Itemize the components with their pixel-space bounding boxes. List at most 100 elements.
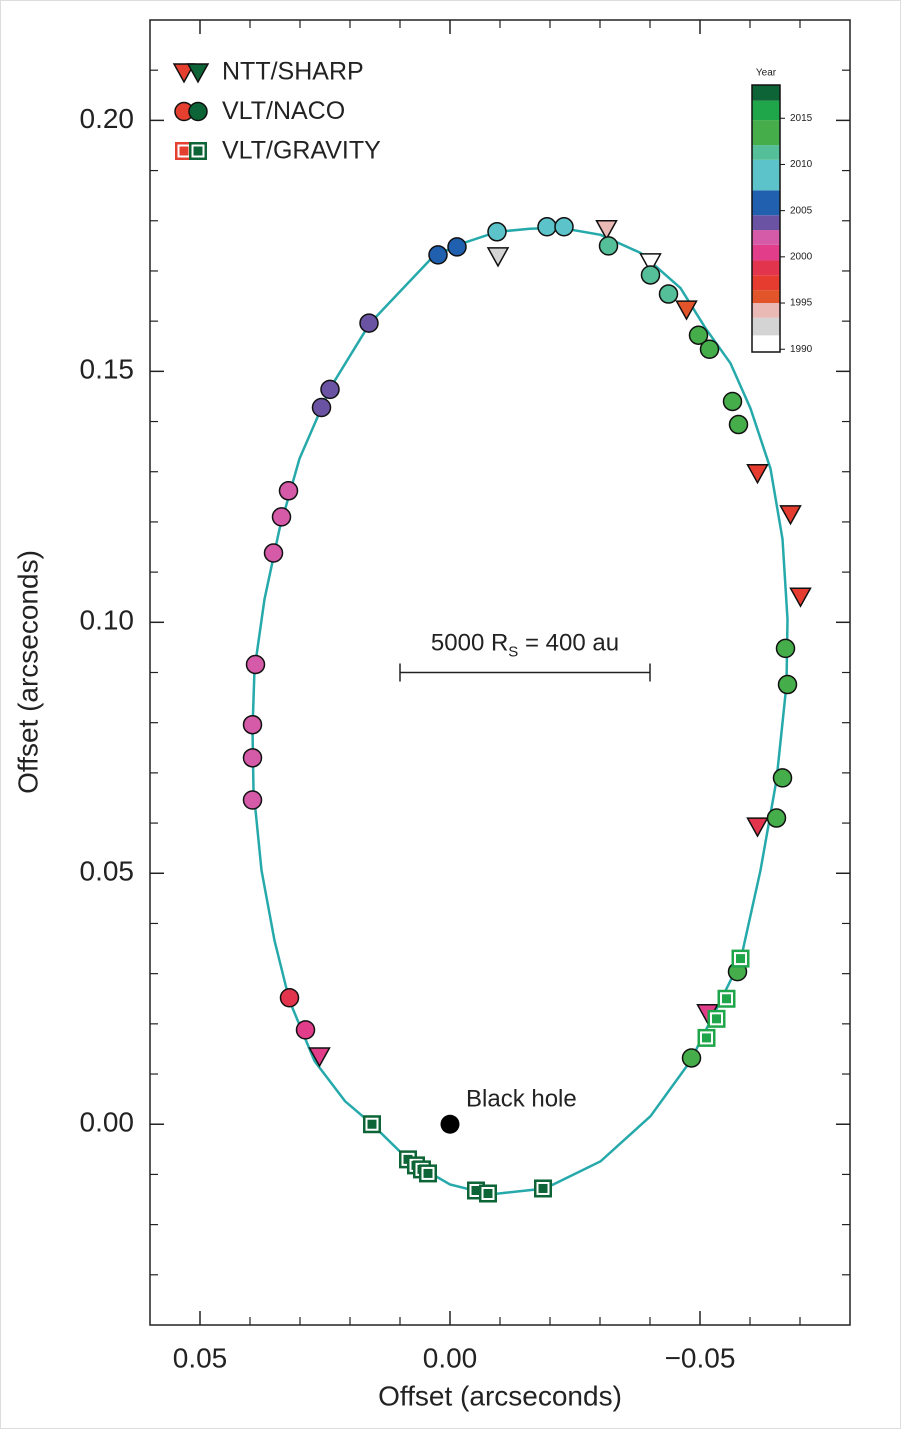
point [486, 247, 510, 268]
point [308, 1047, 331, 1068]
scale-bar-label-part: 5000 R [431, 630, 508, 657]
square-inner [177, 144, 191, 158]
y-tick-label: 0.10 [80, 605, 135, 636]
point [487, 222, 507, 242]
point [242, 790, 263, 810]
colorbar-band [752, 120, 780, 146]
point [363, 1115, 381, 1134]
point [311, 397, 332, 418]
point [722, 391, 743, 412]
point [688, 325, 709, 345]
square-inner [536, 1181, 550, 1195]
point [731, 949, 750, 968]
x-tick-label: 0.00 [423, 1342, 478, 1373]
point [278, 481, 299, 501]
colorbar-title: Year [756, 68, 777, 79]
colorbar-tick-label: 2005 [790, 205, 813, 216]
point [595, 220, 618, 241]
point [295, 1020, 316, 1040]
colorbar-tick-label: 1995 [790, 298, 813, 309]
point [746, 817, 769, 838]
colorbar-band [752, 85, 780, 101]
point [707, 1009, 726, 1028]
point [279, 987, 300, 1008]
scale-bar-label-part: = 400 au [518, 630, 619, 657]
point [699, 339, 720, 360]
y-tick-label: 0.05 [80, 856, 135, 887]
point [189, 142, 207, 160]
black-hole [440, 1114, 460, 1134]
point [779, 505, 802, 526]
orbit-line [251, 226, 789, 1196]
point [447, 237, 467, 257]
point [172, 63, 196, 84]
point [681, 1048, 702, 1068]
colorbar-band [752, 159, 780, 191]
point [428, 245, 448, 265]
square-inner [700, 1031, 713, 1045]
square-inner [191, 144, 205, 158]
point [271, 507, 292, 527]
point [419, 1164, 437, 1183]
point [242, 714, 263, 735]
colorbar-tick-label: 2000 [790, 251, 813, 262]
y-tick-label: 0.15 [80, 354, 135, 385]
point [320, 379, 340, 400]
point [728, 414, 749, 435]
point [534, 1179, 552, 1198]
colorbar-band [752, 303, 780, 318]
square-inner [734, 952, 747, 966]
square-inner [365, 1117, 379, 1131]
point [766, 808, 787, 828]
colorbar-tick-label: 2015 [790, 113, 813, 124]
x-tick-label: −0.05 [665, 1342, 736, 1373]
x-tick-label: 0.05 [173, 1342, 228, 1373]
square-inner [710, 1012, 723, 1026]
point [598, 236, 619, 256]
legend-label: NTT/SHARP [222, 58, 364, 86]
point [639, 253, 662, 274]
point [717, 989, 736, 1008]
point [537, 217, 557, 237]
colorbar-band [752, 260, 780, 276]
colorbar-band [752, 145, 780, 160]
point [697, 1028, 716, 1047]
point [640, 265, 661, 285]
colorbar-band [752, 244, 780, 261]
colorbar-tick-label: 1990 [790, 344, 813, 355]
colorbar-band [752, 335, 780, 352]
point [789, 587, 812, 608]
colorbar-band [752, 230, 780, 245]
point [777, 674, 798, 695]
y-tick-label: 0.20 [80, 103, 135, 134]
point [658, 284, 679, 304]
point [772, 768, 793, 788]
scale-bar-label: 5000 RS = 400 au [431, 630, 619, 661]
legend-label: VLT/GRAVITY [222, 137, 381, 165]
point [554, 217, 574, 237]
point [186, 63, 210, 84]
colorbar-tick-label: 2010 [790, 159, 813, 170]
y-axis-label: Offset (arcseconds) [12, 550, 43, 794]
square-inner [720, 992, 733, 1006]
colorbar-band [752, 275, 780, 291]
point [359, 313, 379, 333]
point [245, 654, 266, 675]
point [479, 1184, 497, 1203]
point [746, 463, 769, 485]
legend-label: VLT/NACO [222, 97, 345, 125]
y-tick-label: 0.00 [80, 1107, 135, 1138]
colorbar-band [752, 215, 780, 231]
colorbar-band [752, 100, 780, 121]
annotation: Black hole [466, 1086, 577, 1113]
colorbar-band [752, 317, 780, 336]
colorbar-frame [751, 84, 781, 353]
point [242, 748, 263, 768]
point [775, 638, 796, 659]
colorbar-band [752, 190, 780, 216]
square-inner [421, 1166, 435, 1180]
point [675, 300, 698, 321]
x-axis-label: Offset (arcseconds) [378, 1380, 622, 1411]
scale-bar-label-part: S [508, 643, 518, 660]
